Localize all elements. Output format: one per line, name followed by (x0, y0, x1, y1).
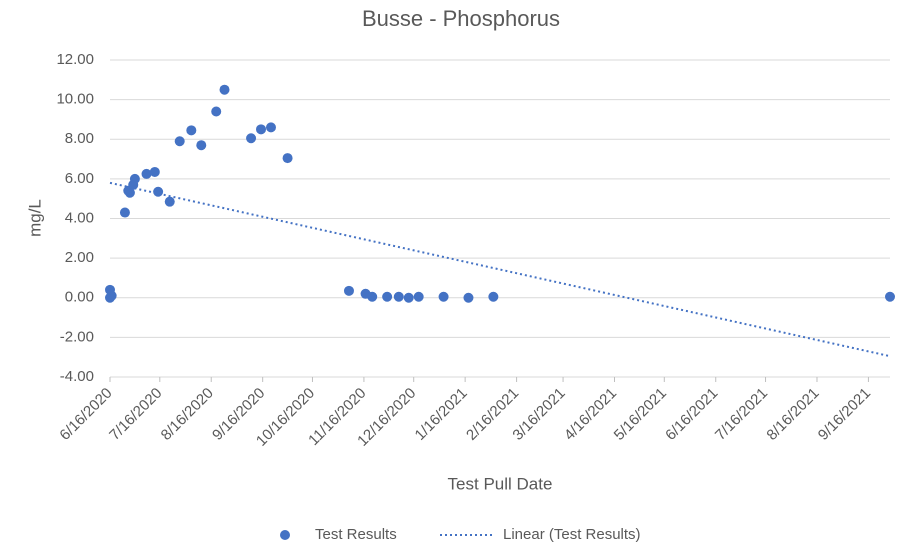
data-point (367, 291, 378, 302)
legend-marker (280, 530, 290, 540)
data-point (393, 291, 404, 302)
data-point (129, 173, 140, 184)
x-tick-label: 1/16/2021 (412, 385, 471, 444)
data-point (211, 106, 222, 117)
legend-text: Test Results (315, 526, 397, 543)
y-tick-label: -2.00 (60, 328, 94, 345)
x-tick-label: 9/16/2021 (815, 385, 874, 444)
data-point (403, 292, 414, 303)
y-tick-label: 0.00 (65, 289, 94, 306)
data-point (174, 136, 185, 147)
y-tick-label: 2.00 (65, 249, 94, 266)
data-point (256, 124, 267, 135)
data-point (382, 291, 393, 302)
data-point (246, 133, 257, 144)
data-point (106, 290, 117, 301)
data-point (265, 122, 276, 133)
x-axis-title: Test Pull Date (448, 474, 553, 493)
data-point (119, 207, 130, 218)
y-tick-label: 4.00 (65, 209, 94, 226)
data-point (463, 292, 474, 303)
data-point (219, 84, 230, 95)
data-point (413, 291, 424, 302)
x-tick-label: 7/16/2020 (106, 385, 165, 444)
x-tick-label: 4/16/2021 (561, 385, 620, 444)
data-point (885, 291, 895, 302)
data-point (343, 285, 354, 296)
x-tick-label: 5/16/2021 (611, 385, 670, 444)
data-point (141, 168, 152, 179)
x-tick-label: 8/16/2020 (158, 385, 217, 444)
y-tick-label: 6.00 (65, 170, 94, 187)
trend-line (109, 181, 891, 358)
data-point (149, 166, 160, 177)
y-tick-label: 10.00 (56, 91, 94, 108)
y-tick-label: 8.00 (65, 130, 94, 147)
y-tick-label: -4.00 (60, 368, 94, 385)
data-point (282, 153, 293, 164)
y-axis-title: mg/L (25, 199, 44, 237)
y-tick-label: 12.00 (56, 51, 94, 68)
data-point (488, 291, 499, 302)
data-point (186, 125, 197, 136)
data-point (438, 291, 449, 302)
data-point (196, 140, 207, 151)
x-tick-label: 6/16/2020 (56, 385, 115, 444)
data-point (164, 196, 175, 207)
legend-text: Linear (Test Results) (503, 526, 641, 543)
data-point (124, 187, 135, 198)
x-tick-label: 7/16/2021 (712, 385, 771, 444)
x-tick-label: 6/16/2021 (662, 385, 721, 444)
chart-title: Busse - Phosphorus (362, 6, 560, 31)
x-tick-label: 8/16/2021 (763, 385, 822, 444)
